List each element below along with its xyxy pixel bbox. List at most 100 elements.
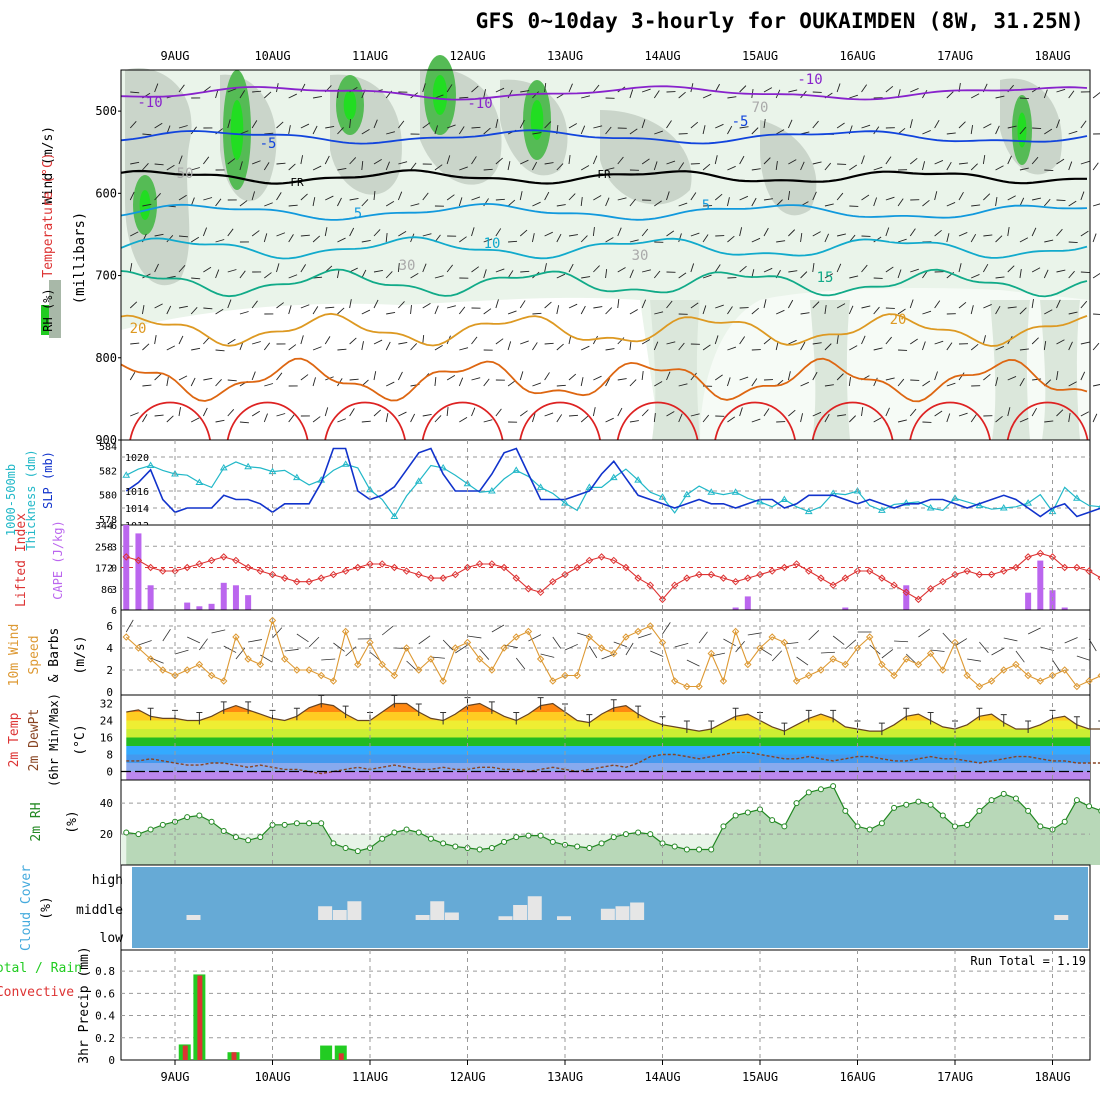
wind-barb bbox=[617, 407, 623, 417]
wind-barb bbox=[1031, 299, 1034, 309]
wind-barb bbox=[580, 197, 583, 207]
wind-barb-10m bbox=[686, 659, 700, 667]
wind-barb bbox=[288, 163, 296, 171]
wind-barb bbox=[971, 274, 980, 279]
wind-barb bbox=[690, 192, 697, 201]
wind-barb bbox=[373, 229, 381, 237]
rh-marker bbox=[805, 789, 812, 796]
cloud-middle-bar bbox=[513, 905, 528, 920]
wind-barb bbox=[714, 374, 723, 381]
wind-barb bbox=[885, 266, 894, 273]
wind-barb-10m bbox=[577, 632, 591, 638]
wind-barb bbox=[812, 301, 820, 309]
li-marker bbox=[768, 567, 776, 575]
wind-speed-marker bbox=[488, 666, 496, 674]
thickness-marker bbox=[780, 495, 789, 502]
wind-barb bbox=[873, 306, 880, 315]
wind-barb bbox=[787, 119, 793, 129]
wind-barb-10m bbox=[552, 636, 562, 649]
wind-barb bbox=[251, 191, 256, 201]
wind-barb bbox=[1068, 241, 1078, 244]
wind-barb bbox=[300, 304, 310, 309]
wind-barb bbox=[873, 347, 883, 351]
rh-marker bbox=[976, 807, 983, 814]
wind-barb bbox=[970, 233, 977, 243]
pressure-tick-label: 500 bbox=[95, 104, 117, 118]
wind-barb bbox=[983, 373, 991, 381]
precip-panel-frame bbox=[120, 949, 1091, 1061]
wind-speed-marker bbox=[963, 671, 971, 680]
wind-barb bbox=[446, 407, 449, 417]
wind-barb bbox=[324, 227, 328, 237]
wind-barb bbox=[702, 125, 706, 135]
wind-barb bbox=[702, 274, 712, 279]
wind-barb bbox=[190, 417, 200, 423]
wind-barb bbox=[446, 155, 451, 165]
wind-barb bbox=[142, 414, 148, 423]
wind-barb bbox=[276, 372, 283, 381]
cloud-middle-bar bbox=[332, 910, 347, 920]
thickness-marker bbox=[585, 483, 594, 490]
wind-barb bbox=[349, 119, 351, 129]
wind-barb bbox=[532, 413, 536, 423]
wind-barb bbox=[361, 341, 364, 351]
wind-speed-marker bbox=[1048, 671, 1057, 680]
wind-barb bbox=[714, 335, 719, 345]
cape-tick-label: 344 bbox=[95, 521, 113, 532]
rh-marker bbox=[318, 820, 325, 827]
wind-tick-label: 0 bbox=[106, 686, 113, 699]
rh-marker bbox=[635, 829, 642, 836]
wind-barb bbox=[422, 233, 432, 237]
li-marker bbox=[561, 570, 569, 579]
wind-barb bbox=[422, 122, 431, 129]
wind-barb-10m bbox=[272, 627, 283, 639]
cape-tick-label: 172 bbox=[95, 564, 113, 575]
wind-barb bbox=[812, 263, 815, 273]
wind-barb bbox=[129, 301, 138, 309]
humidity-column bbox=[990, 300, 1030, 440]
contour-label--10: -10 bbox=[797, 72, 822, 88]
wind-barb bbox=[178, 375, 188, 381]
rh-marker bbox=[903, 801, 910, 808]
wind-barb bbox=[1044, 169, 1054, 172]
wind-barb bbox=[788, 339, 797, 345]
wind-barb bbox=[556, 343, 564, 351]
wind-barb bbox=[666, 371, 671, 381]
wind-barb bbox=[958, 121, 966, 129]
rh-marker bbox=[1073, 797, 1080, 804]
wind-barb bbox=[653, 341, 659, 351]
thickness-marker bbox=[877, 506, 886, 513]
wind-barb bbox=[1056, 88, 1066, 93]
contour-label-30: 30 bbox=[399, 258, 416, 274]
wind-barb bbox=[385, 200, 395, 207]
wind-barb bbox=[471, 407, 476, 417]
wind-barb bbox=[264, 202, 273, 207]
wind-barb bbox=[373, 299, 379, 309]
wind-barb bbox=[385, 341, 391, 351]
thickness-label-2: Thickness (dm) bbox=[24, 449, 38, 550]
wind-barb bbox=[617, 197, 627, 201]
wind-barb bbox=[398, 161, 408, 165]
li-marker bbox=[1036, 549, 1045, 558]
wind-barb bbox=[593, 195, 602, 201]
wind-barb bbox=[824, 273, 834, 279]
wind-barb bbox=[337, 418, 346, 423]
wind-barb bbox=[398, 230, 407, 237]
rh-marker bbox=[208, 818, 215, 825]
wind-barb bbox=[1031, 407, 1038, 417]
wind-barb bbox=[178, 305, 188, 309]
rh-marker bbox=[184, 814, 191, 821]
wind-speed-marker bbox=[975, 682, 984, 691]
wind-barb-10m bbox=[515, 657, 526, 670]
wind-barb bbox=[1031, 156, 1039, 165]
wind-barb bbox=[142, 343, 150, 351]
li-marker bbox=[317, 574, 325, 582]
li-marker bbox=[146, 563, 155, 572]
wind-barb bbox=[556, 273, 566, 279]
wind-barb bbox=[666, 300, 673, 309]
wind-barb bbox=[763, 299, 767, 309]
wind-barb bbox=[568, 123, 578, 129]
wind-speed-marker bbox=[475, 655, 484, 663]
wind-barb bbox=[495, 87, 505, 93]
wind-barb bbox=[836, 335, 839, 345]
